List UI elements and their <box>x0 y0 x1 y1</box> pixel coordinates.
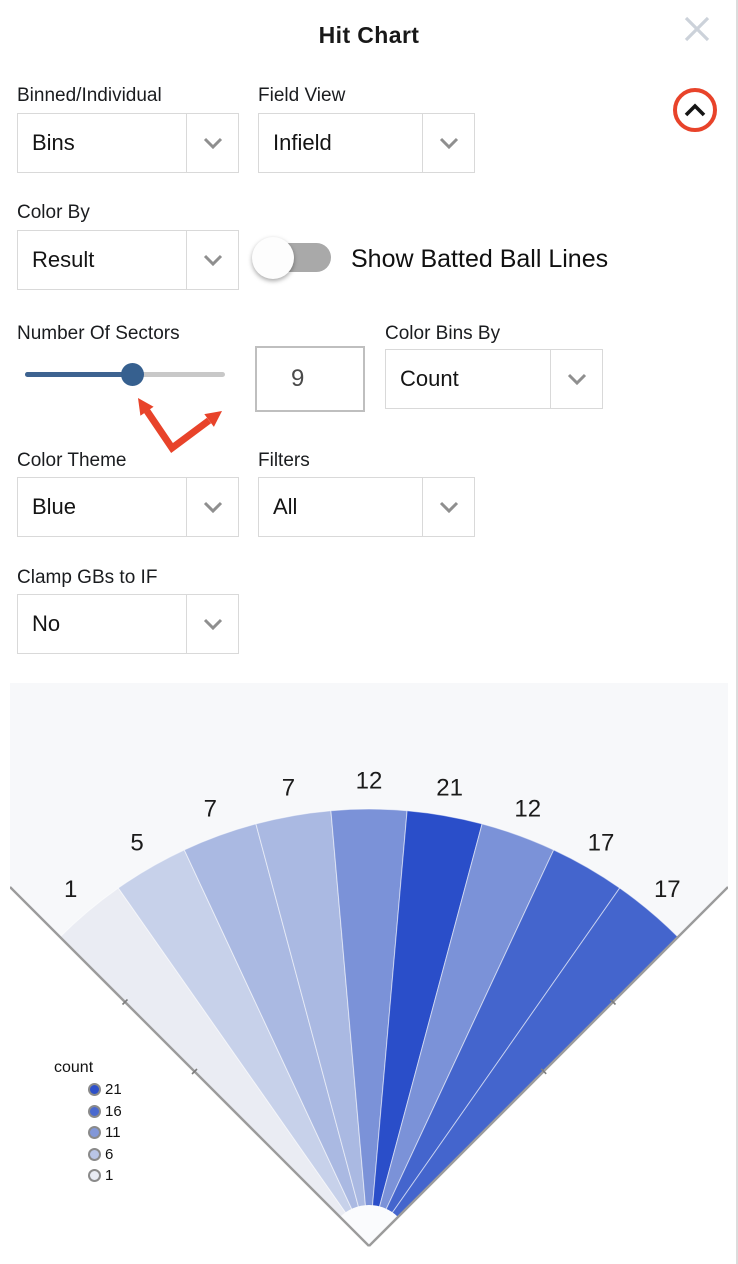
legend-item: 21 <box>52 1079 122 1101</box>
spray-chart-area: 1 5 7 7 12 21 12 17 17 count 21 16 11 6 1 <box>10 683 728 1264</box>
color-theme-value: Blue <box>32 494 77 519</box>
legend-item: 11 <box>52 1122 122 1144</box>
show-batted-ball-lines-label: Show Batted Ball Lines <box>351 245 609 273</box>
binned-individual-select[interactable]: Bins <box>17 113 239 173</box>
legend-value: 6 <box>105 1145 114 1163</box>
binned-individual-value: Bins <box>32 130 75 155</box>
distance-tick <box>191 1068 198 1075</box>
legend-value: 16 <box>105 1102 122 1120</box>
distance-tick <box>609 998 617 1006</box>
legend-dot-icon <box>88 1083 101 1097</box>
field-view-value: Infield <box>273 130 332 155</box>
color-bins-by-select[interactable]: Count <box>385 349 603 409</box>
color-by-select[interactable]: Result <box>17 230 239 290</box>
number-of-sectors-slider[interactable] <box>25 362 225 386</box>
color-by-label: Color By <box>17 202 90 223</box>
page-title: Hit Chart <box>318 22 420 48</box>
legend-value: 11 <box>105 1124 121 1142</box>
legend-dot-icon <box>88 1147 101 1161</box>
chevron-down-icon <box>422 478 474 536</box>
field-view-select[interactable]: Infield <box>258 113 475 173</box>
legend-value: 21 <box>105 1081 122 1099</box>
sector-count-label: 17 <box>654 876 681 903</box>
sector-count-label: 5 <box>130 830 143 857</box>
legend-dot-icon <box>88 1126 101 1140</box>
chevron-up-icon <box>684 103 706 117</box>
sector-count-label: 12 <box>356 767 383 794</box>
chevron-down-icon <box>186 595 238 653</box>
sector-count-label: 21 <box>436 774 463 801</box>
field-view-label: Field View <box>258 85 346 106</box>
binned-individual-label: Binned/Individual <box>17 85 162 106</box>
filters-value: All <box>273 494 298 519</box>
toggle-knob <box>252 237 294 279</box>
slider-thumb[interactable] <box>121 363 144 386</box>
legend-dot-icon <box>88 1104 101 1118</box>
slider-fill <box>25 372 133 377</box>
foul-line-left <box>10 886 370 1247</box>
sector-count-input[interactable] <box>255 346 365 412</box>
number-of-sectors-label: Number Of Sectors <box>17 323 180 344</box>
foul-territory-left <box>10 887 369 1264</box>
foul-line-right <box>368 886 728 1247</box>
chevron-down-icon <box>422 114 474 172</box>
legend-value: 1 <box>105 1167 114 1185</box>
clamp-gbs-label: Clamp GBs to IF <box>17 567 158 588</box>
chevron-down-icon <box>186 114 238 172</box>
color-bins-by-value: Count <box>400 366 459 391</box>
chart-legend: count 21 16 11 6 1 <box>52 1059 122 1187</box>
close-button[interactable] <box>680 12 714 46</box>
sector-count-label: 12 <box>514 795 541 822</box>
distance-tick <box>121 998 129 1006</box>
sector-count-label: 1 <box>64 876 77 903</box>
sector-count-label: 7 <box>204 795 217 822</box>
legend-dot-icon <box>88 1169 101 1183</box>
chart-sectors <box>59 808 679 1247</box>
chevron-down-icon <box>186 478 238 536</box>
sector-count-label: 17 <box>588 830 615 857</box>
filters-select[interactable]: All <box>258 477 475 537</box>
clamp-gbs-value: No <box>32 611 61 636</box>
hit-chart-fan: 1 5 7 7 12 21 12 17 17 <box>10 683 728 1264</box>
clamp-gbs-select[interactable]: No <box>17 594 239 654</box>
annotation-arrows-icon <box>138 398 222 453</box>
legend-title: count <box>54 1059 94 1076</box>
distance-tick <box>540 1068 547 1075</box>
chevron-down-icon <box>186 231 238 289</box>
sector-count-labels: 1 5 7 7 12 21 12 17 17 <box>64 767 681 903</box>
collapse-panel-button[interactable] <box>673 88 717 132</box>
legend-item: 16 <box>52 1101 122 1123</box>
legend-item: 1 <box>52 1165 122 1187</box>
show-batted-ball-lines-toggle[interactable] <box>252 237 331 279</box>
chevron-down-icon <box>550 350 602 408</box>
sector-count-label: 7 <box>282 774 295 801</box>
color-theme-label: Color Theme <box>17 450 127 471</box>
color-theme-select[interactable]: Blue <box>17 477 239 537</box>
close-icon <box>684 16 710 42</box>
filters-label: Filters <box>258 450 310 471</box>
legend-item: 6 <box>52 1144 122 1166</box>
color-bins-by-label: Color Bins By <box>385 323 501 344</box>
color-by-value: Result <box>32 247 95 272</box>
foul-territory-right <box>369 887 728 1264</box>
